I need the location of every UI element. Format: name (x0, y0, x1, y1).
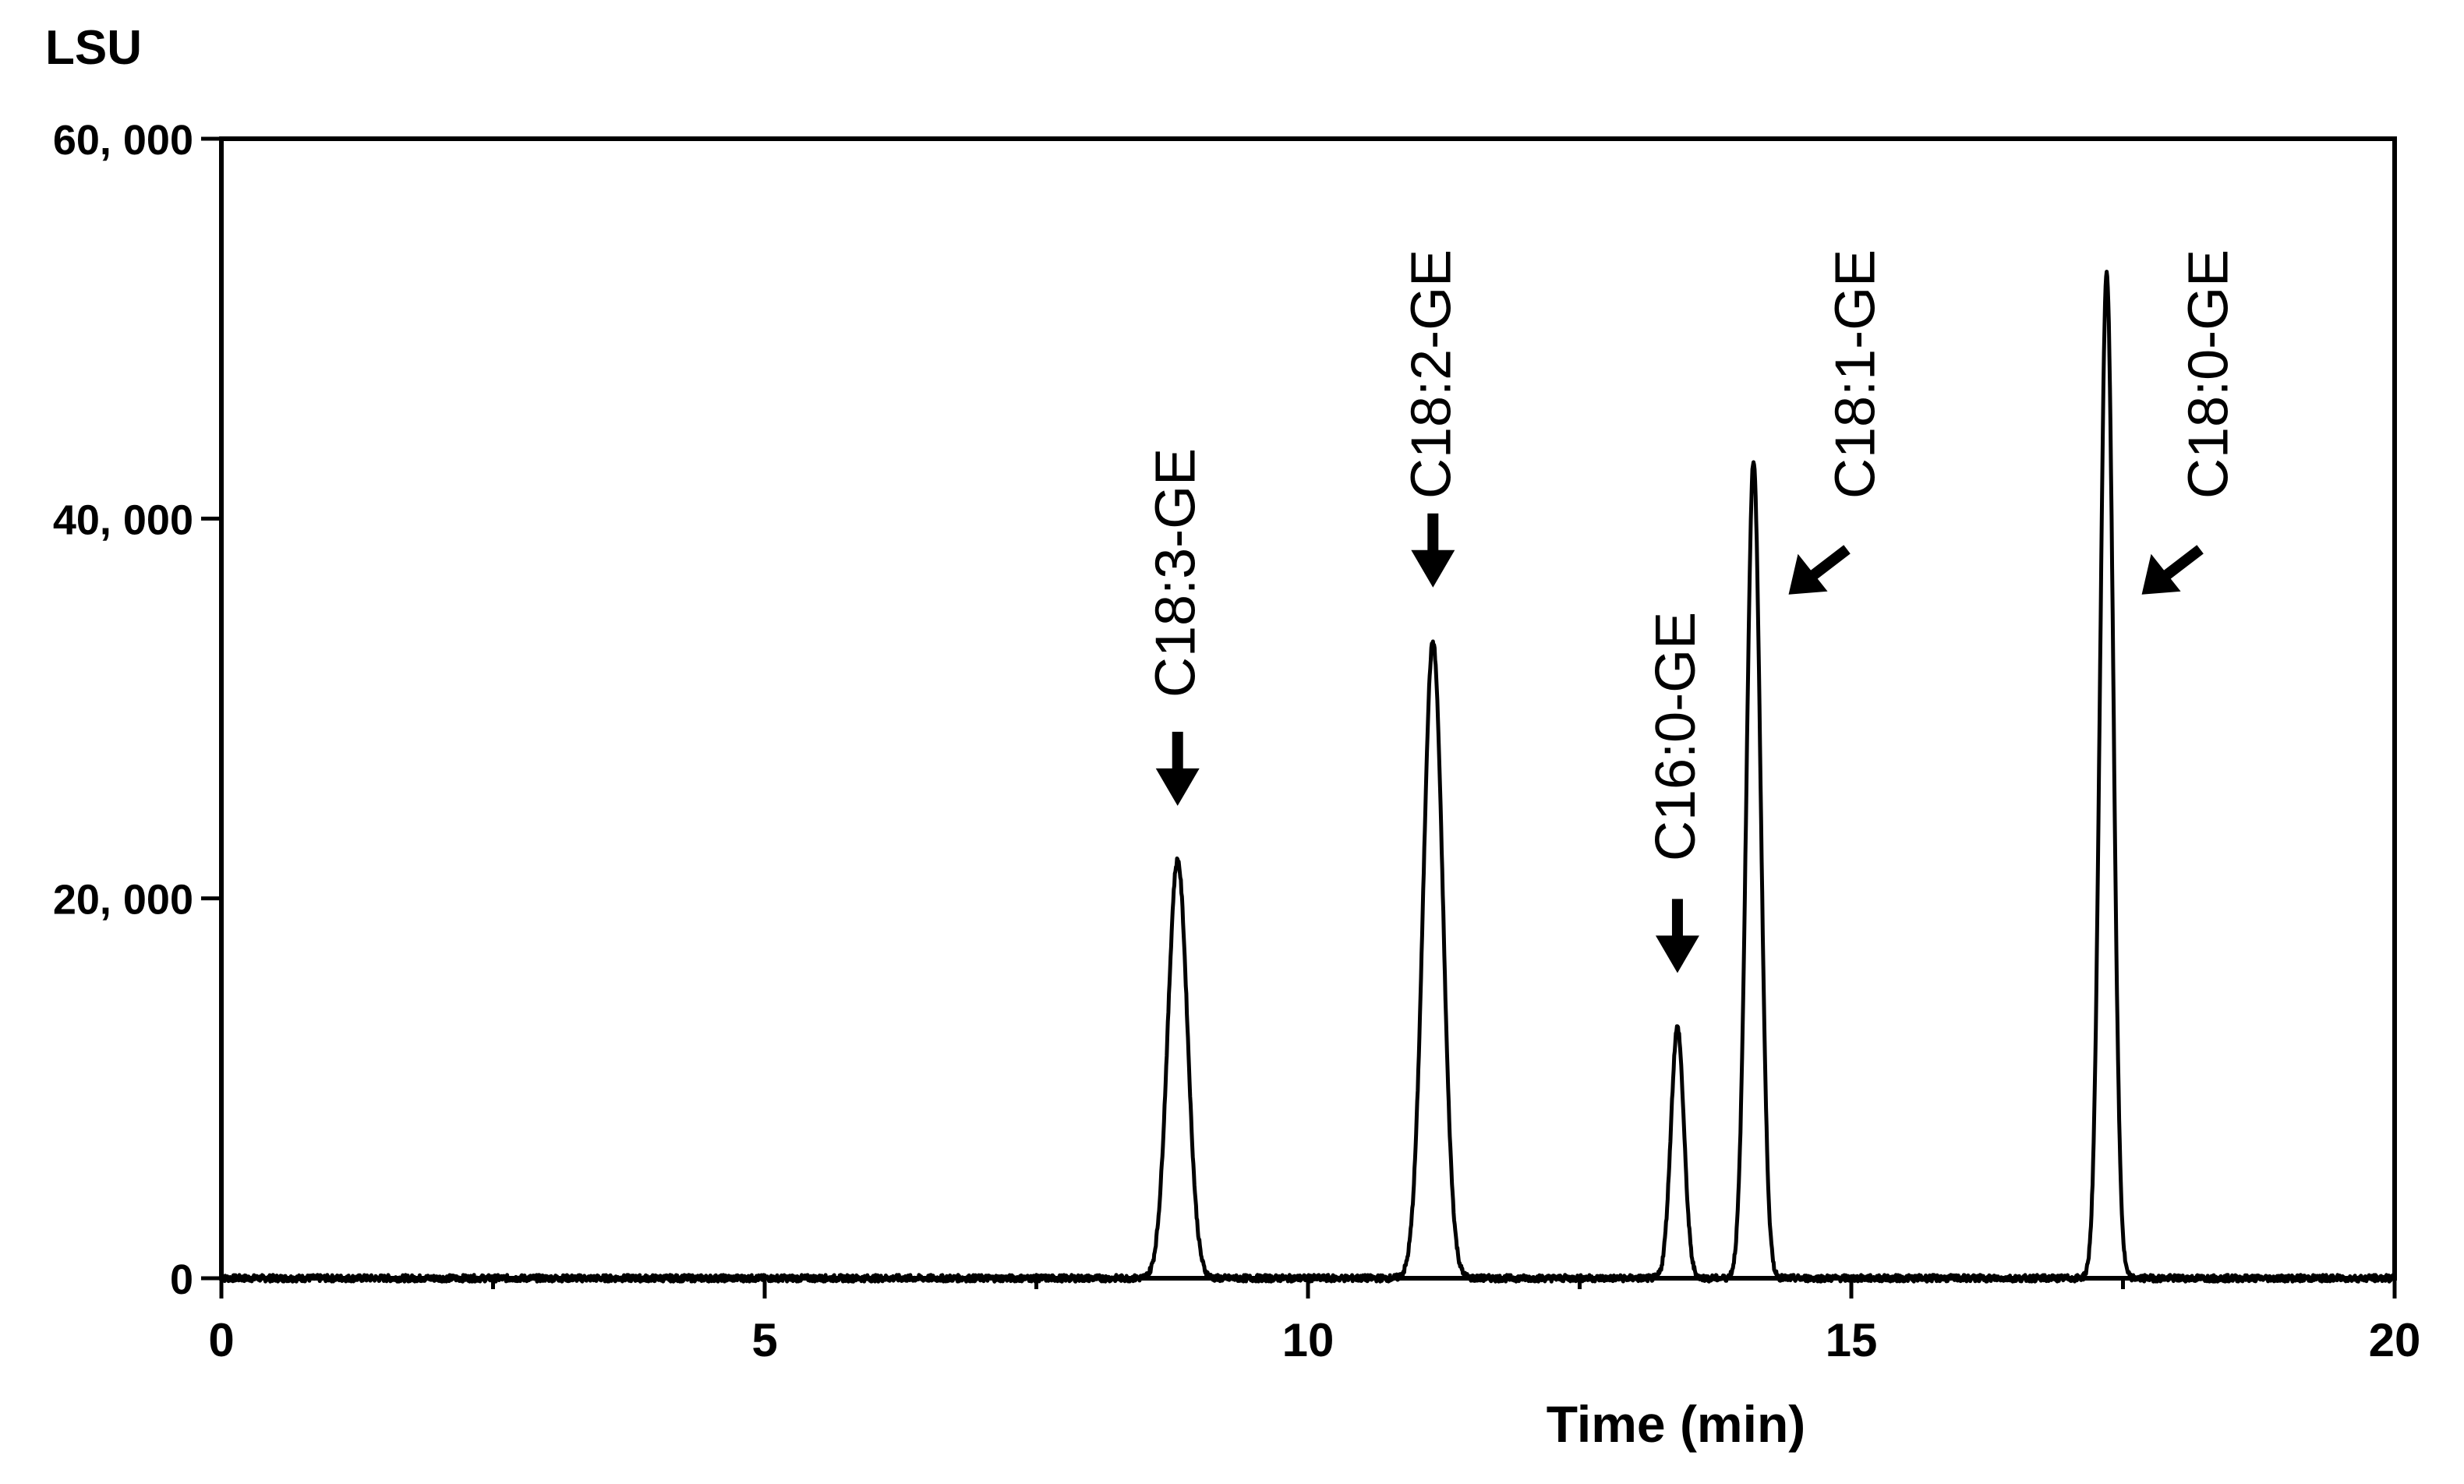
chromatogram-trace (220, 270, 2397, 1284)
peak-label: C16:0-GE (1645, 612, 1707, 861)
y-tick-label: 20, 000 (53, 877, 193, 924)
peak-arrow-head (2141, 553, 2181, 595)
y-axis-label: LSU (45, 21, 142, 75)
peak-arrow-head (1655, 935, 1699, 973)
peak-annotation: C18:3-GE (1145, 448, 1207, 806)
peak-label: C18:3-GE (1145, 448, 1207, 698)
x-tick-label: 10 (1282, 1314, 1335, 1366)
peak-label: C18:2-GE (1400, 249, 1462, 499)
y-tick-label: 40, 000 (53, 496, 193, 543)
x-tick-label: 15 (1826, 1314, 1878, 1366)
x-tick-label: 5 (751, 1314, 777, 1366)
peak-arrow (1807, 545, 1851, 582)
x-tick-label: 0 (208, 1314, 234, 1366)
peak-annotation: C18:1-GE (1788, 249, 1887, 595)
peak-label: C18:1-GE (1825, 249, 1887, 499)
peak-arrow-head (1788, 553, 1828, 595)
peak-arrow-head (1411, 549, 1455, 588)
peak-arrow-head (1155, 768, 1200, 806)
peak-annotation: C16:0-GE (1645, 612, 1707, 973)
peak-annotation: C18:2-GE (1400, 249, 1462, 588)
x-tick-label: 20 (2369, 1314, 2421, 1366)
annotation-layer: C18:3-GE C18:2-GE C16:0-GE C18:1-GE C18:0-GE (1145, 249, 2240, 973)
trace-layer (220, 270, 2397, 1284)
peak-annotation: C18:0-GE (2141, 249, 2240, 595)
peak-label: C18:0-GE (2178, 249, 2240, 499)
x-axis-label: Time (min) (1547, 1395, 1805, 1453)
y-tick-label: 0 (170, 1256, 193, 1303)
plot-frame (219, 136, 2397, 1281)
axes-layer: 0 5 10 15 20 0 20, 000 40, 000 60, 000 (53, 117, 2421, 1366)
y-tick-label: 60, 000 (53, 117, 193, 164)
peak-arrow (2160, 545, 2204, 582)
